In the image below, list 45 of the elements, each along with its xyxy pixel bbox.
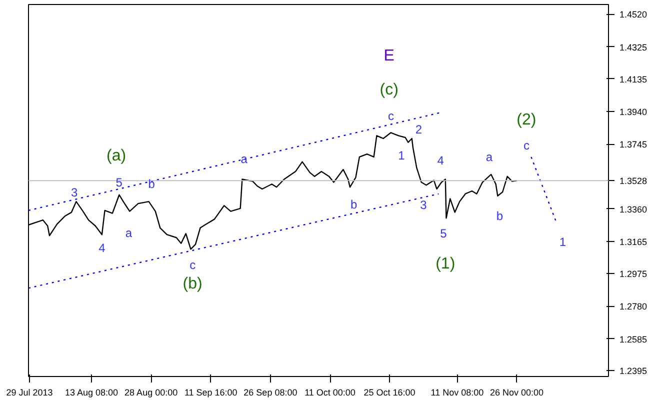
annotation: (a) — [106, 148, 126, 165]
x-tick-label: 11 Oct 00:00 — [304, 388, 356, 398]
annotation: 4 — [98, 240, 106, 255]
y-tick-label: 1.2975 — [620, 268, 648, 279]
x-tick-label: 28 Aug 00:00 — [124, 388, 178, 398]
annotation: 3 — [420, 198, 428, 212]
y-tick-label: 1.3360 — [620, 204, 648, 214]
annotation: 4 — [437, 153, 444, 168]
y-tick-label: 1.3745 — [620, 140, 648, 150]
x-tick-label: 26 Sep 08:00 — [244, 388, 298, 398]
y-tick-label: 1.2585 — [620, 334, 648, 344]
annotation: E — [384, 47, 394, 64]
annotation: b — [350, 198, 358, 212]
y-tick-label: 1.3165 — [620, 236, 648, 247]
y-tick-label: 1.2780 — [620, 302, 648, 312]
annotation: 3 — [70, 185, 78, 200]
annotation: 1 — [398, 148, 406, 163]
annotation: (2) — [516, 112, 536, 129]
annotation: 1 — [559, 234, 566, 249]
annotation: 5 — [116, 176, 123, 190]
annotation: c — [190, 258, 196, 272]
annotation: c — [523, 138, 530, 152]
annotation: (1) — [436, 255, 456, 272]
y-tick-label: 1.3940 — [620, 107, 648, 118]
annotation: 2 — [415, 122, 422, 136]
annotation: (b) — [182, 276, 202, 293]
annotation: (c) — [380, 81, 398, 98]
annotation: a — [486, 150, 493, 164]
annotation: b — [148, 177, 156, 192]
y-tick-label: 1.4520 — [620, 10, 648, 20]
ref-line-label: 1.3528 — [620, 176, 648, 186]
y-tick-label: 1.4135 — [620, 74, 648, 84]
x-tick-label: 26 Nov 00:00 — [490, 388, 544, 398]
x-tick-label: 13 Aug 08:00 — [65, 388, 118, 398]
x-tick-label: 11 Nov 08:00 — [430, 388, 484, 398]
x-tick-label: 11 Sep 16:00 — [184, 388, 238, 398]
annotation: c — [388, 109, 394, 124]
x-tick-label: 25 Oct 16:00 — [364, 388, 416, 398]
x-tick-label: 29 Jul 2013 — [6, 388, 53, 398]
annotation: a — [125, 226, 132, 240]
annotation: a — [240, 152, 248, 166]
y-tick-label: 1.4325 — [620, 42, 648, 52]
y-tick-label: 1.2395 — [620, 366, 648, 376]
annotation: 5 — [440, 226, 448, 240]
annotation: b — [496, 209, 504, 224]
